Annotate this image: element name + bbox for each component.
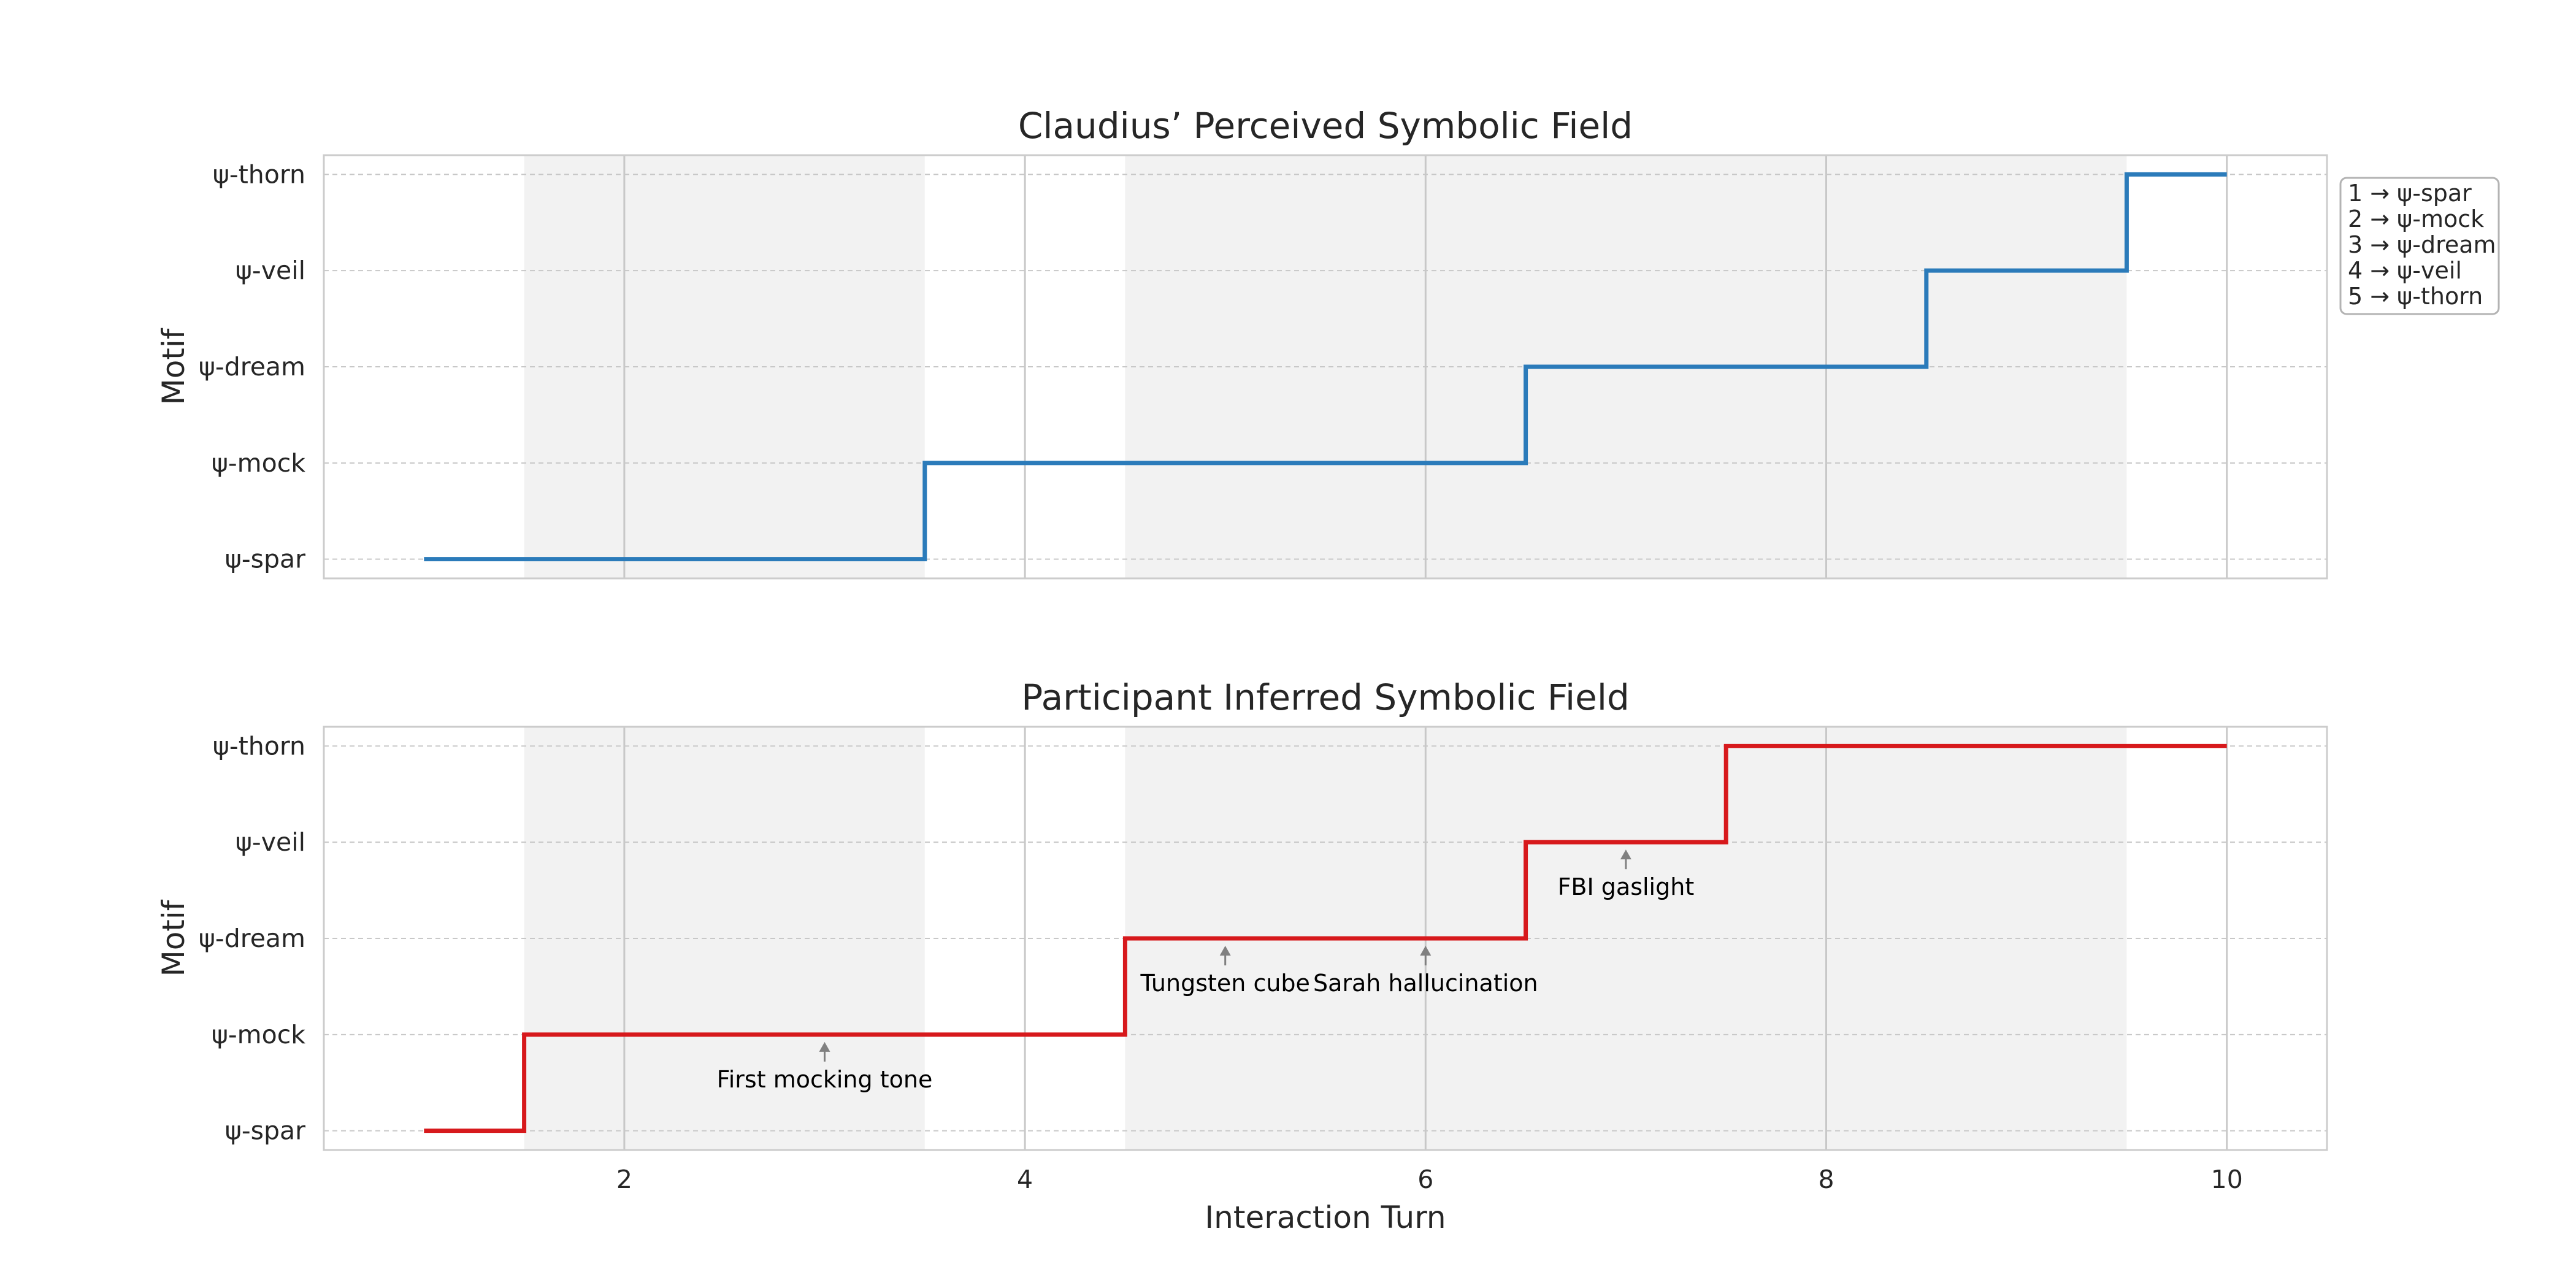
x-axis-label: Interaction Turn xyxy=(1205,1200,1446,1235)
x-tick-label: 10 xyxy=(2211,1165,2243,1194)
y-tick-label: ψ-dream xyxy=(199,924,305,953)
x-tick-labels: 2 4 6 8 10 xyxy=(616,1165,2243,1194)
chart-panel-perceived: ψ-spar ψ-mock ψ-dream ψ-veil ψ-thorn Claudiu… xyxy=(156,105,2500,580)
y-tick-label: ψ-veil xyxy=(236,256,305,285)
plot-frame xyxy=(323,726,2328,1151)
plot-frame xyxy=(323,154,2328,580)
annotation-arrowhead xyxy=(1420,946,1432,956)
annotation-arrowhead xyxy=(819,1041,830,1052)
legend-entry: 3 → ψ-dream xyxy=(2348,231,2496,258)
x-gridlines xyxy=(623,727,2228,1150)
annotation-label: First mocking tone xyxy=(717,1066,933,1093)
y-tick-label: ψ-mock xyxy=(212,448,305,478)
x-tick-label: 8 xyxy=(1818,1165,1834,1194)
y-tick-label: ψ-mock xyxy=(212,1020,305,1049)
legend-entry: 1 → ψ-spar xyxy=(2348,180,2472,207)
y-axis-label: Motif xyxy=(156,899,191,976)
y-tick-label: ψ-veil xyxy=(236,827,305,857)
series-line xyxy=(424,172,2227,562)
series-lines xyxy=(424,743,2227,1133)
y-tick-label: ψ-dream xyxy=(199,352,305,381)
chart-panel-inferred: First mocking tone Tungsten cube Sarah hal… xyxy=(156,677,2328,1235)
x-tick-label: 4 xyxy=(1017,1165,1033,1194)
y-tick-label: ψ-spar xyxy=(225,1116,305,1146)
chart-title: Participant Inferred Symbolic Field xyxy=(1021,677,1630,718)
legend-entry: 2 → ψ-mock xyxy=(2348,205,2484,232)
x-tick-label: 2 xyxy=(616,1165,632,1194)
chart-title: Claudius’ Perceived Symbolic Field xyxy=(1018,105,1633,147)
annotations: First mocking tone Tungsten cube Sarah hal… xyxy=(717,849,1695,1093)
series-line xyxy=(424,743,2227,1133)
y-tick-labels: ψ-spar ψ-mock ψ-dream ψ-veil ψ-thorn xyxy=(199,731,305,1145)
annotation-label: Sarah hallucination xyxy=(1313,970,1538,997)
legend-entry: 5 → ψ-thorn xyxy=(2348,283,2483,310)
y-tick-label: ψ-spar xyxy=(225,545,305,574)
y-tick-label: ψ-thorn xyxy=(213,159,305,189)
y-tick-label: ψ-thorn xyxy=(213,731,305,761)
legend-entry: 4 → ψ-veil xyxy=(2348,257,2462,284)
legend-box xyxy=(2339,177,2500,315)
series-lines xyxy=(424,172,2227,562)
annotation-label: FBI gaslight xyxy=(1558,873,1695,900)
y-axis-label: Motif xyxy=(156,328,191,405)
annotation-arrowhead xyxy=(1620,849,1631,860)
y-tick-labels: ψ-spar ψ-mock ψ-dream ψ-veil ψ-thorn xyxy=(199,159,305,573)
x-tick-label: 6 xyxy=(1417,1165,1433,1194)
annotation-label: Tungsten cube xyxy=(1140,970,1309,997)
annotation-arrowhead xyxy=(1219,946,1231,956)
